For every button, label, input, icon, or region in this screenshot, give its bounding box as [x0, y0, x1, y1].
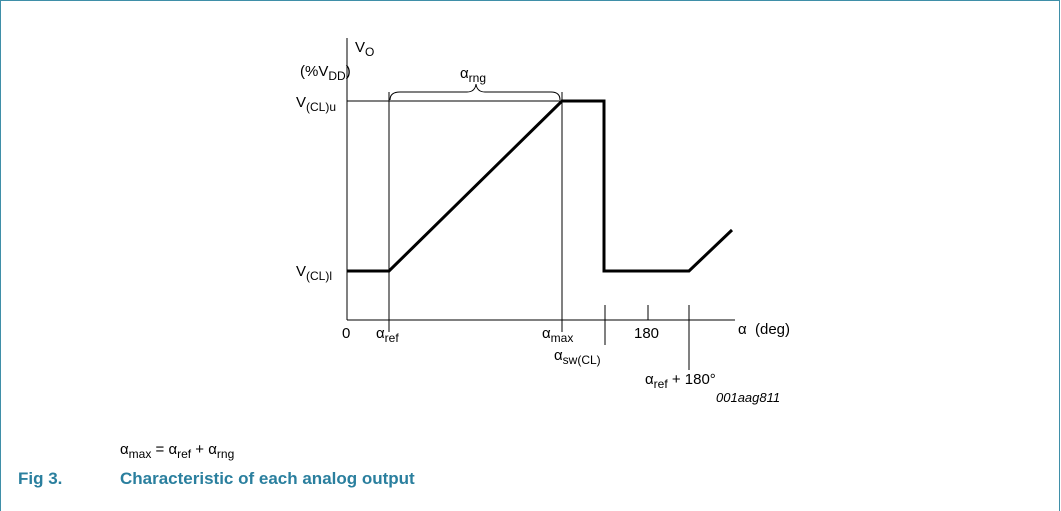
- upper-label: V(CL)u: [296, 94, 336, 114]
- label-180: 180: [634, 325, 659, 342]
- axes: [346, 38, 735, 370]
- lower-label: V(CL)l: [296, 263, 332, 283]
- caption-title: Characteristic of each analog output: [120, 469, 415, 488]
- formula: αmax = αref + αrng: [120, 441, 234, 461]
- output-curve: [347, 99, 734, 273]
- y-label: VO: [355, 39, 374, 59]
- x-label: α (deg): [738, 321, 790, 338]
- y-unit: (%VDD): [300, 63, 351, 83]
- ref180-label: αref + 180°: [645, 371, 716, 391]
- ref-label: αref: [376, 325, 399, 345]
- origin-label: 0: [342, 325, 350, 342]
- max-label: αmax: [542, 325, 573, 345]
- figure-id: 001aag811: [716, 390, 780, 405]
- sw-label: αsw(CL): [554, 347, 601, 367]
- caption-number: Fig 3.: [18, 469, 62, 488]
- range-brace: [389, 83, 561, 101]
- range-label: αrng: [460, 65, 486, 85]
